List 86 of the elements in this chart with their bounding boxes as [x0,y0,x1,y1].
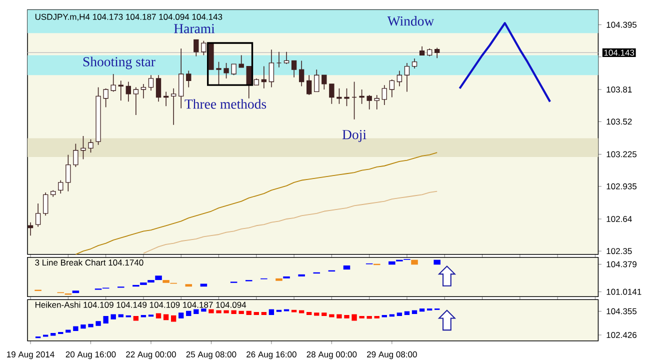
bar [343,265,350,270]
x-tick-label: 26 Aug 16:00 [246,351,296,359]
candlestick [170,88,176,126]
candlestick [35,202,41,227]
annotation: Doji [342,130,366,142]
x-tick-label: 22 Aug 00:00 [126,351,176,359]
chart-title: USDJPY.m,H4 104.173 104.187 104.094 104.143 [35,14,222,21]
candlestick [366,94,372,110]
candlestick [268,49,274,88]
y-tick-label: 102.935 [606,183,637,190]
candlestick [298,60,304,86]
candlestick [216,61,222,86]
line-series [143,190,438,254]
x-tick-label: 28 Aug 00:00 [306,351,357,359]
candlestick [412,58,418,69]
y-tick-label: 103.52 [606,118,632,124]
candlestick [389,78,395,98]
y-tick-label: 104.395 [606,22,637,28]
candlestick [404,62,410,92]
y-tick-label: 103.225 [606,151,637,158]
bar [434,260,440,264]
x-tick-label: 29 Aug 08:00 [367,351,417,359]
candlestick [276,51,282,68]
candlestick [140,83,146,99]
candlestick [126,81,131,102]
annotation: Shooting star [83,56,156,69]
candlestick [238,54,244,68]
candlestick [306,74,312,96]
bar [411,260,418,264]
candlestick [73,143,78,168]
bar [155,275,162,280]
candlestick [284,51,290,64]
candlestick [261,66,267,89]
candlestick [246,66,252,99]
y-tick-label: 104.379 [606,261,636,268]
candlestick [382,84,387,106]
y-tick-label: 102.426 [606,332,637,338]
candlestick [156,74,162,102]
y-tick-label: 102.64 [606,216,632,222]
bar [185,284,192,286]
candlestick [336,88,342,104]
bar [276,278,282,281]
candlestick [58,180,64,194]
x-tick-label: 20 Aug 16:00 [66,351,116,359]
annotation: Three methods [184,98,266,109]
candlestick [66,154,71,192]
y-tick-label: 103.81 [606,86,632,92]
annotation: Window [387,16,434,26]
candlestick [291,60,297,78]
candlestick [322,74,327,90]
chart-title: Heiken-Ashi 104.109 104.149 104.109 104.187 104.094 [35,301,246,308]
x-tick-label: 25 Aug 08:00 [186,351,236,359]
candlestick [148,74,154,91]
y-tick-label: 104.355 [606,308,637,314]
bar [200,284,208,286]
bar [162,280,170,283]
bar [148,280,154,282]
candlestick [434,47,440,58]
candlestick [396,70,402,86]
candlestick [133,86,139,116]
candlestick [80,135,86,160]
candlestick [201,40,206,56]
chart-title: 3 Line Break Chart 104.1740 [35,259,144,266]
candlestick [110,73,116,92]
annotation: Harami [174,24,215,34]
candlestick [42,192,48,216]
candlestick [314,68,320,92]
bar [388,261,396,264]
candlestick [88,138,94,153]
candlestick [194,39,199,56]
candlestick [186,70,192,88]
ref-line-label: 104.143 [604,49,634,56]
candlestick [344,88,350,106]
y-tick-label: 102.35 [606,248,632,254]
candlestick [352,81,357,120]
bar [140,282,147,285]
candlestick [103,88,108,108]
candlestick [178,48,184,108]
bar [72,290,80,293]
y-tick-label: 101.0141 [606,288,642,295]
x-tick-label: 19 Aug 2014 [7,351,54,359]
candlestick [231,63,236,76]
candlestick [224,62,229,79]
candlestick [359,88,364,104]
candlestick [329,83,334,104]
candlestick [374,94,380,110]
